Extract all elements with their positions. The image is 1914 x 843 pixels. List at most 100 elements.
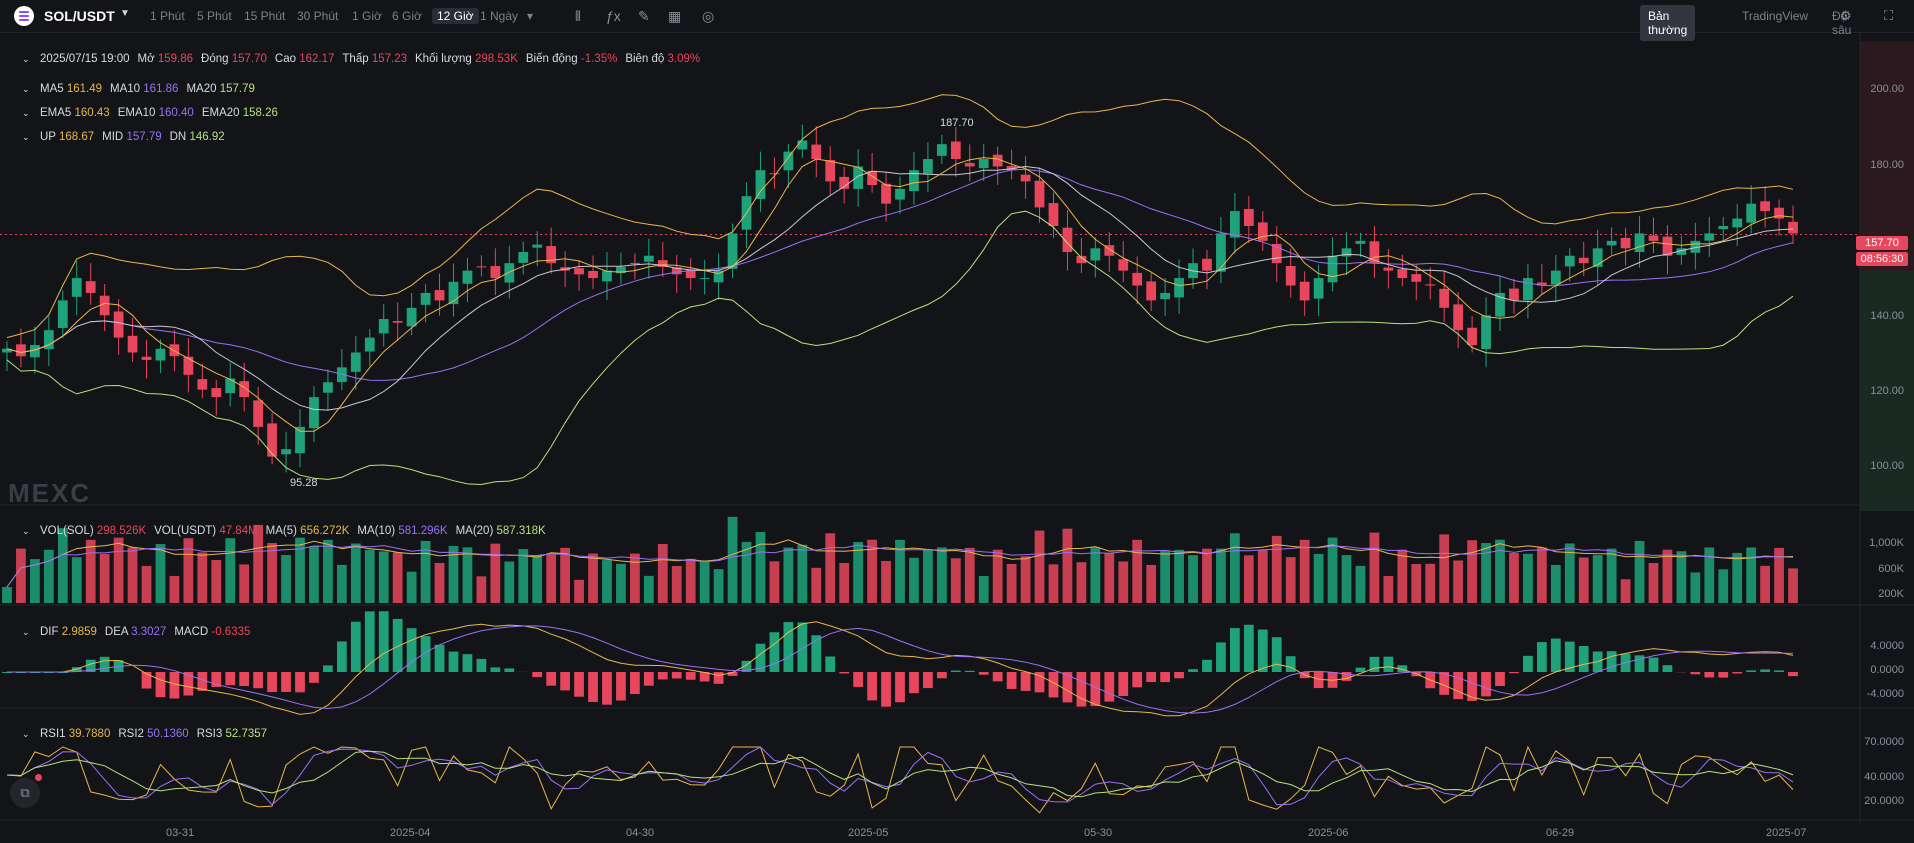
candle-body	[1216, 233, 1226, 272]
candle-body	[1104, 245, 1115, 256]
macd-bar	[1146, 672, 1157, 683]
camera-icon[interactable]: ◎	[702, 8, 715, 24]
candle-body	[476, 266, 487, 268]
collapse-caret-icon[interactable]: ⌄	[22, 627, 30, 637]
collapse-caret-icon[interactable]: ⌄	[22, 526, 30, 536]
candle-body	[1592, 248, 1603, 267]
volume-bar	[43, 549, 54, 603]
candle-body	[1369, 241, 1380, 264]
timeframe-1-giờ[interactable]: 1 Giờ	[352, 9, 382, 23]
symbol-dropdown-icon[interactable]: ▼	[120, 8, 130, 19]
macd-bar	[769, 632, 780, 672]
macd-bar	[504, 668, 515, 672]
price-chart[interactable]	[0, 33, 1914, 823]
timeframe-1-phút[interactable]: 1 Phút	[150, 9, 185, 23]
collapse-caret-icon[interactable]: ⌄	[22, 729, 30, 739]
candle-body	[685, 269, 696, 279]
mexc-watermark: MEXC	[8, 478, 92, 508]
date-tick: 06-29	[1546, 827, 1575, 839]
candle-body	[909, 170, 919, 192]
volume-bar	[1564, 543, 1575, 603]
macd-bar	[169, 672, 180, 699]
volume-bar	[350, 543, 361, 603]
candle-body	[588, 270, 598, 279]
ohlc-bi-n-: Biên độ 3.09%	[625, 53, 701, 65]
collapse-caret-icon[interactable]: ⌄	[22, 54, 30, 64]
volume-bar	[1676, 551, 1687, 603]
timeframe-15-phút[interactable]: 15 Phút	[244, 9, 286, 23]
volume-bar	[1732, 552, 1743, 603]
symbol-name[interactable]: SOL/USDT	[44, 8, 115, 24]
timeframe-5-phút[interactable]: 5 Phút	[197, 9, 232, 23]
timeframe-more-icon[interactable]: ▾	[527, 9, 534, 23]
date-tick: 2025-06	[1308, 827, 1349, 839]
candle-body	[1006, 165, 1017, 171]
view-tradingview[interactable]: TradingView	[1742, 9, 1809, 23]
high-marker: 187.70	[940, 117, 974, 129]
candle-body	[1355, 240, 1366, 244]
view-độ-sâu[interactable]: Độ sâu	[1832, 9, 1852, 37]
macd-bar	[1048, 672, 1059, 698]
volume-bar	[1592, 555, 1603, 603]
volume-bar	[797, 544, 808, 603]
macd-bar	[1076, 672, 1087, 707]
settings-icon[interactable]: ⚙	[1840, 8, 1852, 23]
candle-body	[671, 267, 682, 275]
candle-body	[113, 311, 124, 338]
candle-body	[1020, 174, 1031, 182]
volume-bar	[1453, 560, 1464, 603]
function-icon[interactable]: ƒx	[606, 8, 621, 24]
volume-bar	[1662, 549, 1673, 603]
volume-bar	[1062, 528, 1073, 603]
candle-body	[1620, 237, 1631, 249]
macd-bar	[434, 644, 445, 672]
view-bản-thường[interactable]: Bản thường	[1640, 5, 1696, 41]
candle-body	[1481, 315, 1491, 350]
floating-menu-icon[interactable]: ⧉	[10, 778, 40, 808]
candle-body	[1271, 243, 1282, 264]
collapse-caret-icon[interactable]: ⌄	[22, 132, 30, 142]
volume-bar	[1341, 555, 1352, 603]
date-tick: 05-30	[1084, 827, 1113, 839]
price-tick: 100.00	[1870, 460, 1904, 472]
volume-bar	[85, 539, 96, 603]
candle-body	[239, 381, 250, 398]
fullscreen-icon[interactable]: ⛶	[1884, 8, 1894, 23]
candle-body	[1509, 288, 1519, 301]
timeframe-12-giờ[interactable]: 12 Giờ	[432, 8, 479, 24]
volume-bar	[1006, 563, 1017, 603]
layout-grid-icon[interactable]: ▦	[668, 8, 682, 24]
volume-bar	[1048, 564, 1059, 603]
candle-body	[532, 244, 543, 248]
timeframe-6-giờ[interactable]: 6 Giờ	[392, 9, 422, 23]
macd-macd: MACD -0.6335	[174, 626, 251, 638]
collapse-caret-icon[interactable]: ⌄	[22, 84, 30, 94]
timeframe-30-phút[interactable]: 30 Phút	[297, 9, 339, 23]
indicator-candle-icon[interactable]: ⫴	[575, 8, 581, 24]
volume-bar	[1188, 555, 1198, 603]
volume-bar	[1523, 553, 1533, 603]
volume-bar	[741, 541, 752, 603]
macd-bar	[657, 672, 668, 680]
macd-bar	[713, 672, 724, 684]
price-axis-upper-panel	[1860, 41, 1914, 271]
candle-body	[1034, 180, 1045, 208]
timeframe-1-ngày[interactable]: 1 Ngày	[480, 9, 519, 23]
volume-bar	[309, 546, 319, 603]
volume-bar	[895, 539, 905, 603]
macd-bar	[867, 672, 877, 701]
draw-pen-icon[interactable]: ✎	[638, 8, 650, 24]
macd-bar	[420, 636, 431, 672]
macd-bar	[1132, 672, 1143, 688]
legend-date: 2025/07/15 19:00	[40, 53, 130, 65]
macd-bar	[532, 672, 543, 678]
candle-body	[127, 335, 138, 353]
candle-body	[1732, 218, 1743, 228]
candle-body	[71, 278, 82, 297]
candle-body	[2, 348, 12, 353]
collapse-caret-icon[interactable]: ⌄	[22, 108, 30, 118]
macd-bar	[1090, 672, 1101, 707]
rsi-rsi3: RSI3 52.7357	[196, 728, 268, 740]
candle-body	[797, 140, 808, 150]
candle-body	[839, 176, 850, 189]
